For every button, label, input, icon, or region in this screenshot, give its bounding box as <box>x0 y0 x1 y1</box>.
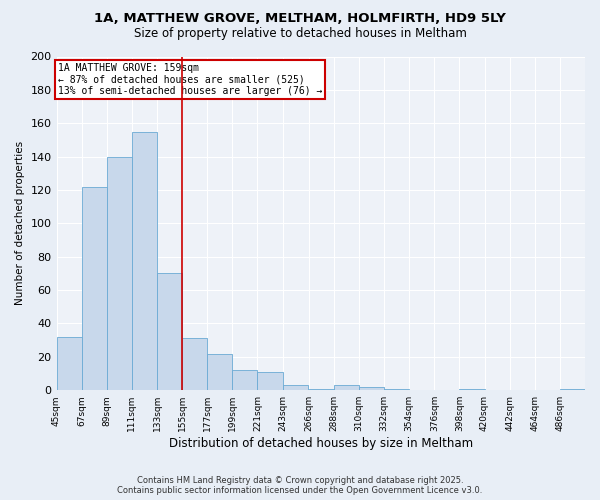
Bar <box>182 338 207 390</box>
Bar <box>107 156 132 390</box>
Bar <box>359 387 384 390</box>
Text: 1A MATTHEW GROVE: 159sqm
← 87% of detached houses are smaller (525)
13% of semi-: 1A MATTHEW GROVE: 159sqm ← 87% of detach… <box>58 63 322 96</box>
Bar <box>56 337 82 390</box>
Bar <box>560 388 585 390</box>
Bar <box>207 354 232 390</box>
Bar <box>334 385 359 390</box>
Bar <box>132 132 157 390</box>
Y-axis label: Number of detached properties: Number of detached properties <box>15 142 25 306</box>
Bar <box>257 372 283 390</box>
Bar <box>283 385 308 390</box>
Text: 1A, MATTHEW GROVE, MELTHAM, HOLMFIRTH, HD9 5LY: 1A, MATTHEW GROVE, MELTHAM, HOLMFIRTH, H… <box>94 12 506 26</box>
Bar <box>232 370 257 390</box>
Text: Contains HM Land Registry data © Crown copyright and database right 2025.
Contai: Contains HM Land Registry data © Crown c… <box>118 476 482 495</box>
Bar <box>82 186 107 390</box>
Bar <box>460 388 485 390</box>
Bar <box>384 388 409 390</box>
Bar <box>157 274 182 390</box>
Text: Size of property relative to detached houses in Meltham: Size of property relative to detached ho… <box>134 28 466 40</box>
Bar <box>309 388 334 390</box>
X-axis label: Distribution of detached houses by size in Meltham: Distribution of detached houses by size … <box>169 437 473 450</box>
